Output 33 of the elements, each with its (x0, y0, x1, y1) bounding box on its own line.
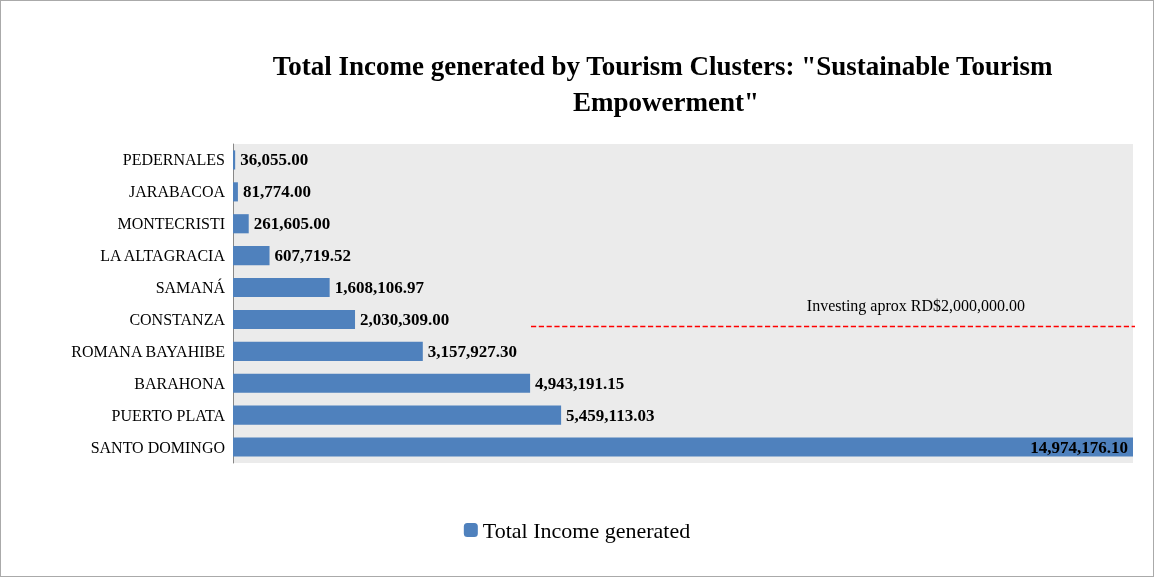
y-tick-label: CONSTANZA (129, 310, 226, 328)
data-label: 36,055.00 (240, 150, 309, 170)
y-tick-label: PUERTO PLATA (111, 406, 226, 424)
bar (233, 373, 531, 393)
bar (233, 150, 236, 170)
data-label: 5,459,113.03 (566, 405, 655, 425)
data-label: 2,030,309.00 (360, 309, 450, 329)
y-tick-label: PEDERNALES (122, 151, 225, 169)
data-label: 4,943,191.15 (535, 373, 625, 393)
bar (233, 405, 562, 425)
data-label: 81,774.00 (242, 182, 311, 202)
bar (233, 341, 423, 361)
bar (233, 182, 238, 202)
bar (233, 214, 249, 234)
data-label: 3,157,927.30 (427, 341, 518, 361)
data-label: 261,605.00 (253, 214, 331, 234)
y-tick-label: SANTO DOMINGO (90, 438, 225, 456)
y-tick-label: ROMANA BAYAHIBE (71, 342, 225, 360)
y-tick-label: JARABACOA (128, 183, 226, 201)
bar (233, 246, 270, 266)
bar (233, 309, 356, 330)
chart-title: Total Income generated by Tourism Clusters: "Sustainable Tourism Empowerment" (272, 51, 1060, 117)
data-label: 1,608,106.97 (334, 278, 425, 298)
ref-line-label: Investing aprox RD$2,000,000.00 (806, 297, 1025, 316)
data-label: 607,719.52 (274, 246, 352, 266)
y-tick-label: SAMANÁ (155, 278, 226, 297)
y-tick-label: MONTECRISTI (117, 215, 225, 233)
y-tick-label: LA ALTAGRACIA (100, 247, 226, 265)
data-label: 14,974,176.10 (1030, 437, 1128, 457)
legend-label: Total Income generated (482, 517, 691, 543)
bar (233, 437, 1133, 457)
bar (233, 277, 330, 298)
y-tick-label: BARAHONA (134, 374, 226, 392)
